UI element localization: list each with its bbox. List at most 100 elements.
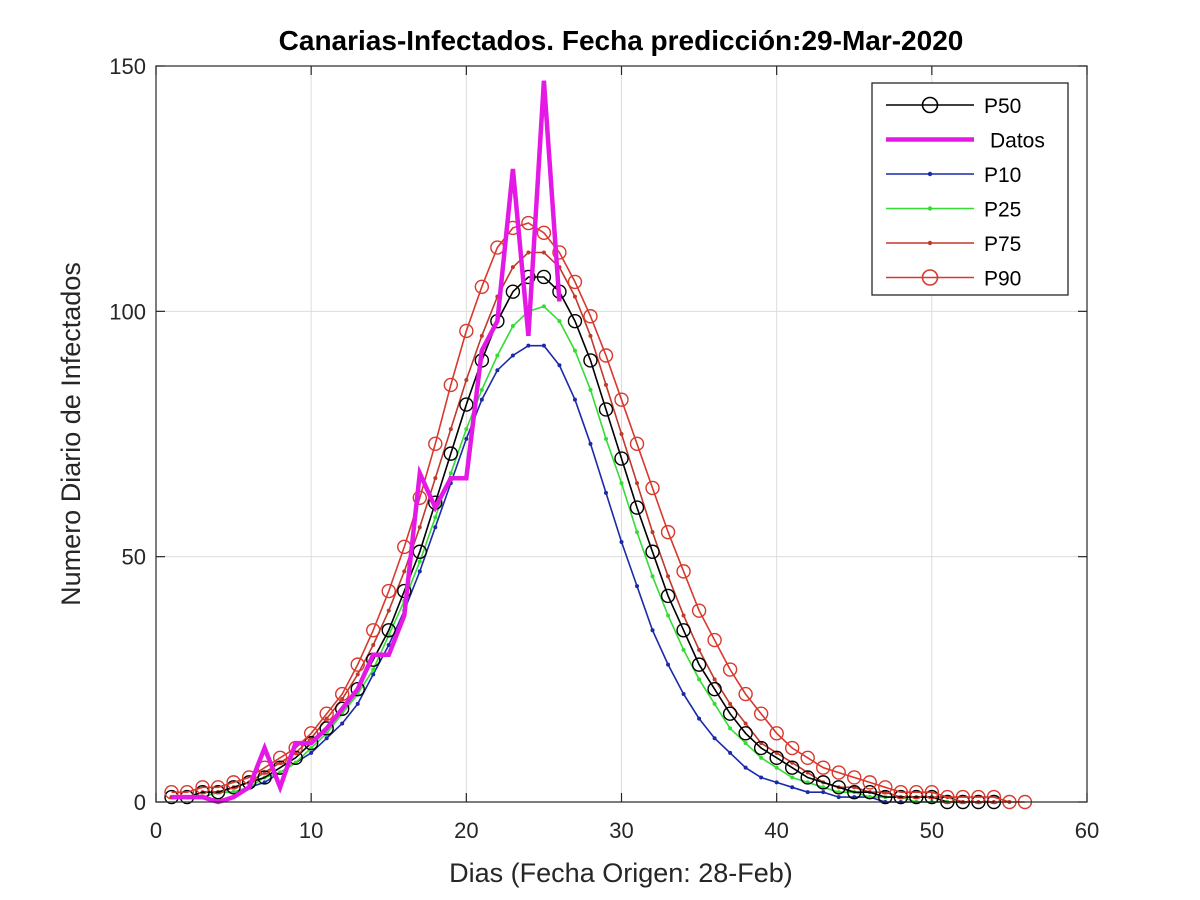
data-point-p90 <box>536 225 552 241</box>
data-point-p10 <box>355 701 360 706</box>
data-point-p50 <box>878 789 893 805</box>
data-point-p90 <box>753 706 769 721</box>
data-point-p50 <box>567 313 583 329</box>
data-point-p50 <box>816 775 831 790</box>
data-point-p90 <box>195 780 210 795</box>
data-point-p50 <box>210 784 226 800</box>
data-point-p50 <box>598 402 614 417</box>
data-point-p90 <box>971 789 986 805</box>
data-point-p50 <box>676 623 691 638</box>
data-point-p90 <box>598 348 614 363</box>
x-tick-label: 10 <box>299 818 323 843</box>
data-point-p25 <box>417 559 422 564</box>
data-point-p50 <box>335 701 350 716</box>
legend-marker-p90 <box>921 269 939 286</box>
data-point-p50 <box>226 780 241 795</box>
data-point-p50 <box>459 397 474 412</box>
x-tick-label: 20 <box>454 818 478 843</box>
data-point-p25 <box>650 574 655 579</box>
axis-ticks: 0 10 20 30 40 50 60 0 50 100 150 <box>109 54 1099 843</box>
data-point-p50 <box>536 269 552 285</box>
data-point-p25 <box>557 319 562 324</box>
data-point-p10 <box>759 775 764 780</box>
data-point-p90 <box>816 760 831 775</box>
data-point-p90 <box>831 765 846 780</box>
data-point-p25 <box>697 677 702 682</box>
data-point-p90 <box>769 726 784 741</box>
data-point-p10 <box>324 736 329 741</box>
data-point-p75 <box>619 432 624 436</box>
data-point-p25 <box>681 647 686 652</box>
data-point-p10 <box>510 353 515 358</box>
data-point-p50 <box>707 681 722 697</box>
data-point-p90 <box>676 564 691 579</box>
data-point-p75 <box>386 608 391 613</box>
legend-label-p50: P50 <box>984 95 1021 118</box>
data-point-p90 <box>350 657 365 672</box>
data-point-p90 <box>583 309 598 324</box>
data-point-p90 <box>986 789 1002 805</box>
data-point-p75 <box>712 677 717 682</box>
legend-marker-p75 <box>927 240 933 246</box>
data-point-p25 <box>541 304 546 309</box>
x-axis-title: Dias (Fecha Origen: 28-Feb) <box>449 858 793 888</box>
data-point-p50 <box>443 446 459 461</box>
data-point-p90 <box>722 662 738 677</box>
data-point-p25 <box>790 775 795 780</box>
data-point-p75 <box>510 265 515 270</box>
x-tick-label: 30 <box>609 818 633 843</box>
legend-marker-p10 <box>927 171 933 177</box>
x-tick-label: 60 <box>1075 818 1099 843</box>
series-line-datos <box>171 80 562 805</box>
data-point-p50 <box>769 750 784 766</box>
data-point-p90 <box>629 436 645 452</box>
data-point-p75 <box>697 647 702 652</box>
data-point-p90 <box>319 706 334 721</box>
data-point-p50 <box>583 353 598 368</box>
data-point-p75 <box>743 721 748 726</box>
data-point-p25 <box>371 667 376 672</box>
data-point-p50 <box>645 544 660 559</box>
data-point-p25 <box>588 387 593 392</box>
data-point-p90 <box>459 323 474 339</box>
data-point-p75 <box>603 382 608 387</box>
data-point-p10 <box>681 692 686 697</box>
data-point-p75 <box>541 250 546 255</box>
data-point-p50 <box>660 588 676 604</box>
legend-label-p75: P75 <box>984 233 1021 256</box>
data-point-p10 <box>479 397 484 402</box>
data-point-p90 <box>567 274 583 290</box>
data-point-p90 <box>614 392 629 407</box>
data-point-p75 <box>464 378 469 383</box>
data-point-p75 <box>588 333 593 338</box>
data-point-p50 <box>924 789 940 805</box>
data-point-p75 <box>448 427 453 432</box>
data-point-p90 <box>428 436 443 452</box>
data-point-p50 <box>691 657 707 672</box>
data-point-p25 <box>712 701 717 706</box>
data-point-p25 <box>666 613 671 618</box>
data-point-p10 <box>650 628 655 633</box>
data-point-p75 <box>402 569 407 574</box>
y-tick-label: 50 <box>122 545 146 570</box>
data-point-p90 <box>940 789 955 805</box>
data-point-p50 <box>381 623 396 638</box>
data-point-p90 <box>800 750 815 766</box>
data-point-p75 <box>650 530 655 535</box>
data-point-p10 <box>743 765 748 770</box>
data-point-p90 <box>691 603 707 618</box>
data-point-p10 <box>774 780 779 785</box>
data-point-p25 <box>495 353 500 358</box>
data-point-p25 <box>510 324 515 329</box>
data-point-p10 <box>790 785 795 790</box>
data-point-p75 <box>666 574 671 579</box>
legend-marker-p25 <box>927 206 933 211</box>
data-point-p90 <box>738 686 753 702</box>
data-point-p50 <box>831 780 846 795</box>
data-point-p10 <box>805 790 810 795</box>
data-point-p10 <box>712 736 717 741</box>
data-point-p90 <box>784 740 800 756</box>
data-point-p10 <box>572 397 577 402</box>
legend-label-p90: P90 <box>984 268 1021 291</box>
